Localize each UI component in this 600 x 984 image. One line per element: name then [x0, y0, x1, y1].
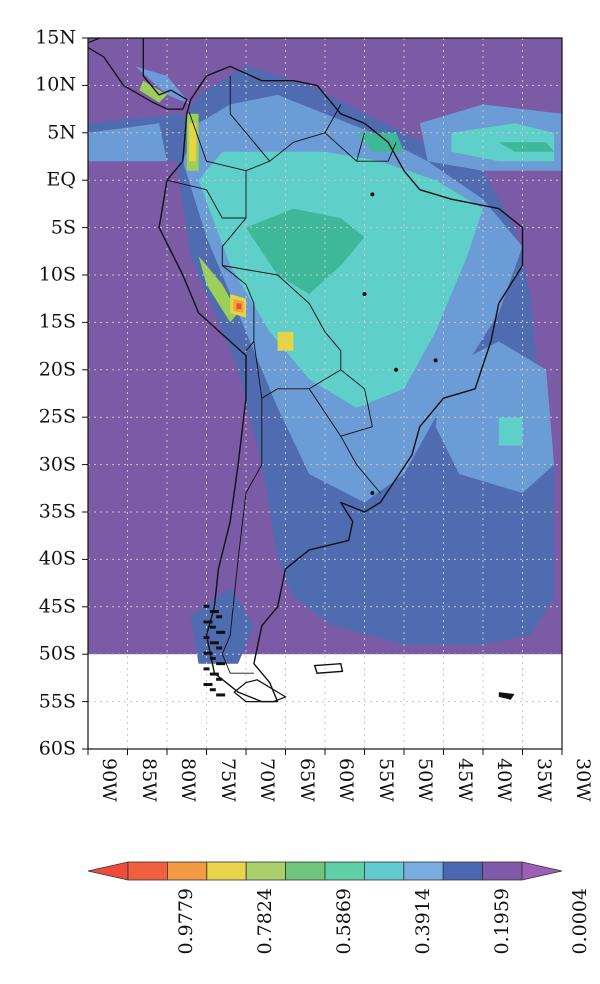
colorbar-label: 0.3914	[411, 888, 434, 955]
latitude-label: 20S	[38, 358, 76, 381]
chile-archipelago	[216, 630, 226, 634]
chile-archipelago	[203, 667, 210, 671]
chile-archipelago	[209, 610, 219, 614]
colorbar-segment	[363, 861, 405, 881]
lake-marker	[370, 491, 375, 496]
longitude-label: 40W	[493, 758, 515, 802]
colorbar-max-arrow	[521, 861, 563, 881]
axis-ticks	[82, 37, 563, 755]
country-border-8	[340, 435, 381, 494]
colorbar-segment	[285, 861, 326, 881]
longitude-label: 85W	[137, 758, 160, 802]
chile-archipelago	[216, 693, 226, 697]
colorbar-label: 0.9779	[175, 888, 198, 955]
field-band-4-itcz	[498, 142, 555, 152]
latitude-label: EQ	[46, 168, 76, 191]
colorbar-label: 0.0004	[569, 888, 592, 955]
south-georgia	[498, 692, 515, 700]
colorbar-segment	[482, 861, 523, 881]
latitude-label: 40S	[38, 547, 76, 570]
field-band-4-guiana	[356, 132, 404, 152]
chile-archipelago	[203, 651, 213, 655]
chile-archipelago	[216, 615, 223, 619]
country-border-11	[229, 75, 271, 162]
longitude-label: 50W	[414, 758, 436, 802]
tierra-del-fuego	[233, 679, 287, 703]
chile-archipelago	[203, 683, 213, 687]
chile-archipelago	[216, 646, 223, 650]
lake-marker	[394, 367, 399, 372]
field-band-4	[246, 208, 365, 294]
country-border-7	[221, 398, 263, 674]
chile-archipelago	[203, 604, 210, 608]
longitude-label: 80W	[177, 758, 199, 802]
lake-marker	[370, 192, 375, 197]
colorbar-segment	[324, 861, 365, 881]
longitude-label: 60W	[335, 758, 357, 802]
colorbar	[87, 861, 563, 881]
country-border-10	[356, 132, 365, 162]
country-border-6	[308, 369, 373, 437]
longitude-label: 45W	[453, 758, 476, 802]
chile-archipelago	[209, 672, 219, 676]
chile-archipelago	[203, 620, 213, 624]
chile-archipelago	[203, 636, 210, 640]
chile-archipelago	[216, 677, 223, 681]
field-band-3-atlantic	[498, 417, 523, 446]
colorbar-label: 0.1959	[490, 888, 513, 955]
field-band-3	[198, 151, 483, 408]
colorbar-segment	[127, 861, 168, 881]
chile-archipelago	[216, 662, 226, 666]
latitude-label: 10S	[38, 263, 76, 286]
latitude-label: 25S	[38, 405, 76, 428]
colorbar-segment	[166, 861, 208, 881]
longitude-label: 35W	[532, 758, 555, 802]
latitude-label: 55S	[38, 690, 76, 713]
chile-archipelago	[209, 625, 216, 629]
longitude-label: 30W	[572, 758, 594, 802]
longitude-label: 70W	[256, 758, 278, 802]
chile-archipelago	[209, 656, 216, 660]
longitude-label: 55W	[374, 758, 397, 802]
colorbar-segment	[403, 861, 444, 881]
lake-marker	[433, 358, 438, 363]
colorbar-segment	[442, 861, 484, 881]
coastlines	[88, 38, 524, 703]
latitude-label: 5N	[47, 121, 76, 144]
colorbar-segment	[206, 861, 247, 881]
latitude-label: 50S	[38, 642, 76, 665]
field-band-8-peru	[236, 303, 242, 310]
field-band-6-bolivia	[277, 331, 294, 351]
latitude-label: 45S	[38, 595, 76, 618]
longitude-label: 75W	[216, 758, 239, 802]
field-band-5-panama	[139, 80, 167, 103]
colorbar-label: 0.7824	[254, 888, 277, 955]
colorbar-segment	[245, 861, 286, 881]
latitude-label: 5S	[50, 216, 76, 239]
south-america-coastline	[158, 65, 524, 703]
lake-marker	[362, 291, 367, 296]
longitude-label: 90W	[98, 758, 120, 802]
longitude-label: 65W	[295, 758, 318, 802]
latitude-label: 60S	[38, 737, 76, 760]
latitude-label: 30S	[38, 453, 76, 476]
field-band-2-atlantic	[435, 341, 555, 493]
field-band-2-central-america	[135, 66, 191, 105]
country-border-5	[222, 265, 342, 399]
latitude-label: 10N	[35, 73, 76, 96]
chile-archipelago	[209, 641, 219, 645]
colorbar-label: 0.5869	[333, 888, 355, 955]
country-border-2	[166, 179, 246, 219]
field-band-5-peru	[198, 256, 239, 323]
central-america-coastline	[88, 38, 188, 110]
chile-archipelago	[209, 688, 216, 692]
country-border-9	[324, 104, 342, 134]
falkland-islands	[313, 662, 344, 674]
latitude-label: 15N	[35, 26, 76, 49]
colorbar-min-arrow	[87, 861, 129, 881]
latitude-label: 35S	[38, 500, 76, 523]
latitude-label: 15S	[38, 310, 76, 333]
